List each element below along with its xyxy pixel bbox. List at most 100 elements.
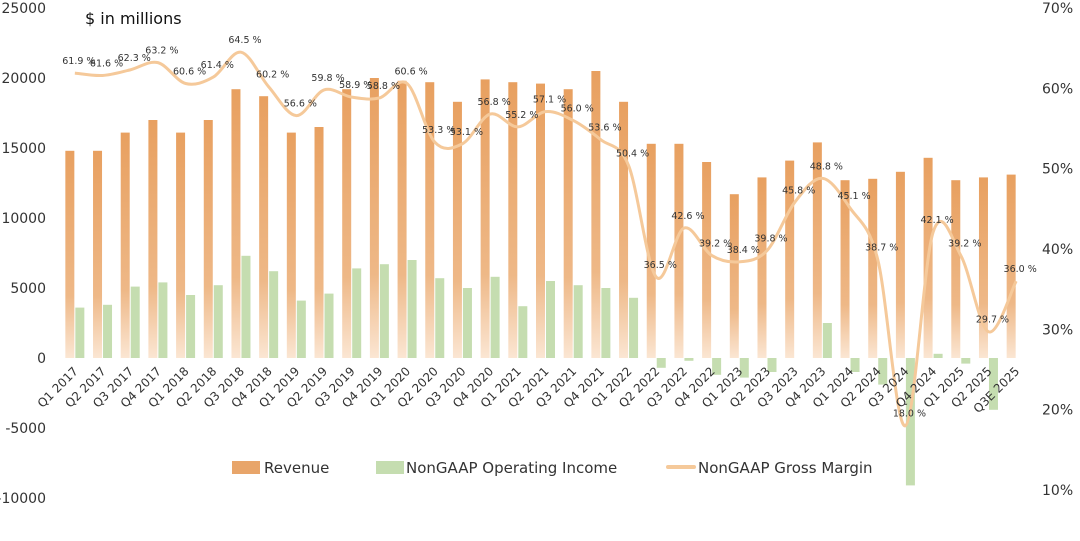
revenue-bar xyxy=(757,177,767,358)
revenue-bar xyxy=(951,180,961,358)
left-tick-label: -5000 xyxy=(5,421,46,437)
gross-margin-label: 42.1 % xyxy=(920,215,953,226)
operating-income-bar xyxy=(379,264,389,358)
operating-income-bar xyxy=(933,353,943,358)
gross-margin-label: 50.4 % xyxy=(616,148,649,159)
gross-margin-label: 61.4 % xyxy=(201,60,234,71)
operating-income-bar xyxy=(601,288,611,358)
gross-margin-label: 58.8 % xyxy=(367,81,400,92)
gross-margin-label: 55.2 % xyxy=(505,110,538,121)
operating-income-bar xyxy=(684,358,694,361)
revenue-bar xyxy=(314,127,324,358)
revenue-bar xyxy=(978,177,988,358)
left-tick-label: 10000 xyxy=(1,211,46,227)
operating-income-bar xyxy=(103,304,113,358)
operating-income-bar xyxy=(573,285,583,358)
chart-title: $ in millions xyxy=(85,9,182,28)
legend-label-operating-income: NonGAAP Operating Income xyxy=(406,459,617,477)
legend-swatch-operating-income xyxy=(376,461,404,474)
legend-swatch-revenue xyxy=(232,461,260,474)
operating-income-bar xyxy=(961,358,971,364)
bars-layer xyxy=(65,71,1016,486)
gross-margin-label: 58.9 % xyxy=(339,80,372,91)
revenue-bar xyxy=(203,120,213,358)
left-tick-label: 20000 xyxy=(1,71,46,87)
operating-income-bar xyxy=(213,285,223,358)
gross-margin-label: 39.8 % xyxy=(754,234,787,245)
operating-income-bar xyxy=(186,295,196,358)
revenue-bar xyxy=(176,132,186,358)
operating-income-bar xyxy=(905,358,915,486)
revenue-bar xyxy=(231,89,241,358)
gross-margin-label: 45.1 % xyxy=(837,191,870,202)
right-tick-label: 60% xyxy=(1042,81,1073,97)
legend-label-revenue: Revenue xyxy=(264,459,329,477)
gross-margin-label: 36.5 % xyxy=(644,260,677,271)
left-tick-label: 15000 xyxy=(1,141,46,157)
revenue-bar xyxy=(563,89,573,358)
left-tick-label: 5000 xyxy=(10,281,46,297)
revenue-bar xyxy=(369,78,379,358)
gross-margin-label: 48.8 % xyxy=(810,161,843,172)
right-tick-label: 30% xyxy=(1042,322,1073,338)
revenue-bar xyxy=(480,79,490,359)
operating-income-bar xyxy=(296,300,306,358)
gross-margin-label: 45.8 % xyxy=(782,185,815,196)
revenue-bar xyxy=(785,160,795,358)
operating-income-bar xyxy=(656,358,666,368)
revenue-bar xyxy=(508,82,518,358)
gross-margin-line xyxy=(74,50,1018,428)
gross-margin-label: 39.2 % xyxy=(948,238,981,249)
gross-margin-label: 59.8 % xyxy=(311,73,344,84)
legend: Revenue NonGAAP Operating Income NonGAAP… xyxy=(232,459,873,477)
right-tick-label: 70% xyxy=(1042,1,1073,17)
gross-margin-label: 53.6 % xyxy=(588,123,621,134)
operating-income-bar xyxy=(241,255,251,358)
gross-margin-label: 53.1 % xyxy=(450,127,483,138)
gross-margin-label: 61.6 % xyxy=(90,58,123,69)
margin-line-layer: 61.9 %61.6 %62.3 %63.2 %60.6 %61.4 %64.5… xyxy=(62,35,1037,428)
left-tick-label: 25000 xyxy=(1,1,46,17)
gross-margin-label: 63.2 % xyxy=(145,46,178,57)
right-tick-label: 50% xyxy=(1042,162,1073,178)
right-tick-label: 20% xyxy=(1042,403,1073,419)
gross-margin-label: 62.3 % xyxy=(118,53,151,64)
gross-margin-label: 56.8 % xyxy=(478,97,511,108)
operating-income-bar xyxy=(435,278,445,358)
revenue-bar xyxy=(619,101,629,359)
gross-margin-label: 18.0 % xyxy=(893,409,926,420)
left-axis: 25000 20000 15000 10000 5000 0 -5000 -10000 xyxy=(0,1,46,507)
operating-income-bar xyxy=(518,306,528,358)
gross-margin-label: 56.0 % xyxy=(561,103,594,114)
revenue-bar xyxy=(536,83,545,358)
legend-label-gross-margin: NonGAAP Gross Margin xyxy=(698,459,873,477)
revenue-bar xyxy=(342,89,352,358)
gross-margin-label: 42.6 % xyxy=(671,211,704,222)
operating-income-bar xyxy=(878,358,888,385)
revenue-bar xyxy=(646,143,656,358)
operating-income-bar xyxy=(490,276,500,358)
gross-margin-label: 57.1 % xyxy=(533,95,566,106)
operating-income-bar xyxy=(850,358,860,372)
gross-margin-label: 38.4 % xyxy=(727,245,760,256)
operating-income-bar xyxy=(352,268,362,358)
gross-margin-label: 53.3 % xyxy=(422,125,455,136)
gross-margin-label: 38.7 % xyxy=(865,242,898,253)
revenue-bar xyxy=(148,120,158,358)
operating-income-bar xyxy=(739,358,749,378)
left-tick-label: 0 xyxy=(37,351,46,367)
operating-income-bar xyxy=(546,281,555,358)
revenue-bar xyxy=(729,194,739,358)
revenue-bar xyxy=(591,71,601,358)
operating-income-bar xyxy=(629,297,639,358)
revenue-bar xyxy=(286,132,296,358)
revenue-bar xyxy=(840,180,850,358)
revenue-bar xyxy=(895,171,905,358)
gross-margin-label: 29.7 % xyxy=(976,315,1009,326)
gross-margin-label: 36.0 % xyxy=(1004,264,1037,275)
gross-margin-label: 60.2 % xyxy=(256,70,289,81)
revenue-bar xyxy=(674,143,684,358)
right-tick-label: 40% xyxy=(1042,242,1073,258)
operating-income-bar xyxy=(158,282,168,358)
